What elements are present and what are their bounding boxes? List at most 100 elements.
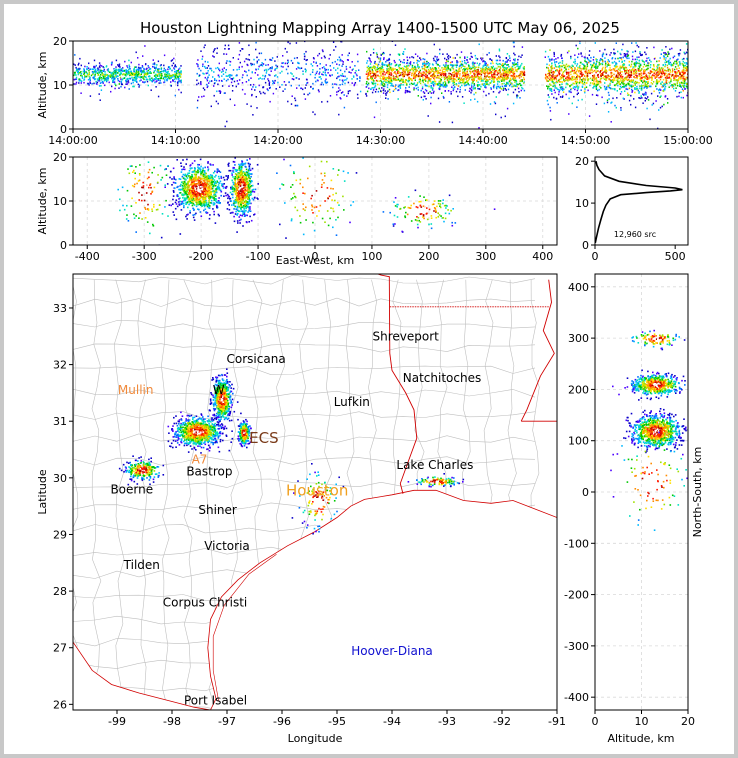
altitude-time-source-point [133, 67, 135, 70]
altitude-time-source-point [614, 88, 616, 91]
altitude-time-source-point [565, 66, 567, 69]
altitude-time-source-point [552, 70, 555, 73]
altitude-time-source-point [153, 71, 155, 74]
altitude-time-source-point [400, 60, 402, 63]
altitude-time-source-point [75, 81, 78, 84]
altitude-time-source-point [463, 73, 466, 76]
altitude-time-source-point [680, 91, 682, 93]
altitude-time-source-point [591, 71, 593, 74]
altitude-time-source-point [160, 82, 162, 84]
altitude-time-source-point [686, 67, 688, 70]
altitude-time-source-point [499, 71, 502, 74]
altitude-time-source-point [588, 54, 590, 56]
altitude-time-source-point [343, 94, 345, 96]
altitude-time-source-point [250, 77, 252, 79]
altitude-time-source-point [471, 67, 474, 69]
altitude-time-source-point [175, 70, 178, 72]
altitude-time-source-point [224, 125, 226, 128]
altitude-time-source-point [92, 73, 94, 76]
altitude-time-source-point [643, 76, 645, 78]
altitude-time-source-point [665, 78, 667, 80]
altitude-time-source-point [78, 68, 80, 71]
altitude-time-source-point [576, 69, 578, 71]
altitude-time-source-point [519, 80, 521, 82]
altitude-time-source-point [471, 78, 473, 81]
altitude-time-source-point [96, 69, 99, 72]
altitude-time-source-point [505, 68, 507, 70]
altitude-time-source-point [489, 58, 491, 61]
altitude-time-source-point [615, 38, 616, 40]
altitude-time-source-point [579, 67, 581, 70]
altitude-time-source-point [550, 77, 553, 80]
altitude-time-source-point [398, 68, 401, 70]
altitude-time-source-point [222, 73, 225, 75]
altitude-time-source-point [562, 64, 565, 67]
altitude-time-source-point [632, 66, 634, 68]
altitude-time-source-point [303, 58, 306, 60]
altitude-time-source-point [235, 85, 237, 88]
altitude-time-source-point [107, 77, 109, 79]
altitude-time-source-point [592, 64, 595, 66]
altitude-time-source-point [578, 66, 581, 68]
altitude-time-source-point [139, 70, 142, 72]
altitude-time-source-point [644, 99, 646, 102]
altitude-time-source-point [88, 62, 90, 65]
altitude-eastwest-source-point [209, 177, 212, 179]
altitude-time-source-point [599, 71, 601, 73]
altitude-time-source-point [395, 73, 397, 75]
altitude-time-source-point [548, 72, 550, 75]
altitude-time-source-point [646, 64, 648, 67]
altitude-time-source-point [198, 75, 200, 77]
altitude-time-source-point [673, 75, 675, 78]
altitude-time-source-point [111, 71, 114, 74]
altitude-time-source-point [636, 85, 638, 88]
altitude-time-source-point [517, 58, 519, 61]
altitude-time-source-point [647, 62, 649, 64]
altitude-time-source-point [207, 85, 209, 88]
altitude-time-source-point [555, 80, 558, 83]
altitude-time-source-point [457, 95, 459, 98]
altitude-time-source-point [83, 72, 86, 75]
altitude-eastwest-source-point [198, 190, 200, 192]
altitude-time-source-point [141, 71, 143, 74]
altitude-time-source-point [473, 84, 475, 87]
altitude-time-source-point [411, 78, 413, 80]
altitude-time-source-point [638, 65, 640, 67]
altitude-time-source-point [438, 121, 441, 123]
altitude-time-source-point [466, 70, 468, 73]
altitude-time-source-point [337, 72, 339, 74]
altitude-time-source-point [647, 80, 649, 83]
altitude-time-source-point [427, 82, 429, 84]
altitude-time-source-point [262, 63, 265, 65]
altitude-time-source-point [686, 87, 688, 89]
altitude-eastwest-source-point [189, 192, 191, 194]
altitude-time-source-point [86, 68, 88, 70]
altitude-time-source-point [424, 78, 426, 81]
altitude-time-source-point [406, 70, 409, 73]
altitude-time-source-point [547, 73, 549, 75]
altitude-time-source-point [156, 70, 158, 73]
altitude-time-source-point [657, 81, 659, 84]
altitude-time-source-point [559, 61, 561, 64]
altitude-time-source-point [385, 76, 387, 79]
altitude-time-source-point [153, 78, 156, 80]
altitude-time-source-point [156, 64, 158, 66]
altitude-time-source-point [549, 74, 551, 76]
altitude-time-source-point [656, 60, 658, 63]
altitude-time-source-point [344, 75, 346, 78]
altitude-time-source-point [104, 74, 106, 77]
altitude-time-source-point [580, 72, 583, 74]
altitude-time-source-point [612, 76, 615, 79]
altitude-time-source-point [445, 68, 447, 71]
altitude-eastwest-source-point [186, 214, 188, 216]
altitude-time-source-point [678, 77, 680, 80]
altitude-time-source-point [257, 68, 260, 70]
altitude-time-source-point [615, 74, 618, 77]
altitude-time-source-point [492, 65, 494, 68]
altitude-time-source-point [646, 107, 648, 110]
altitude-time-source-point [490, 13, 491, 15]
altitude-time-source-point [551, 90, 553, 92]
altitude-time-source-point [513, 45, 515, 48]
altitude-time-source-point [302, 73, 304, 75]
altitude-time-source-point [120, 78, 122, 80]
